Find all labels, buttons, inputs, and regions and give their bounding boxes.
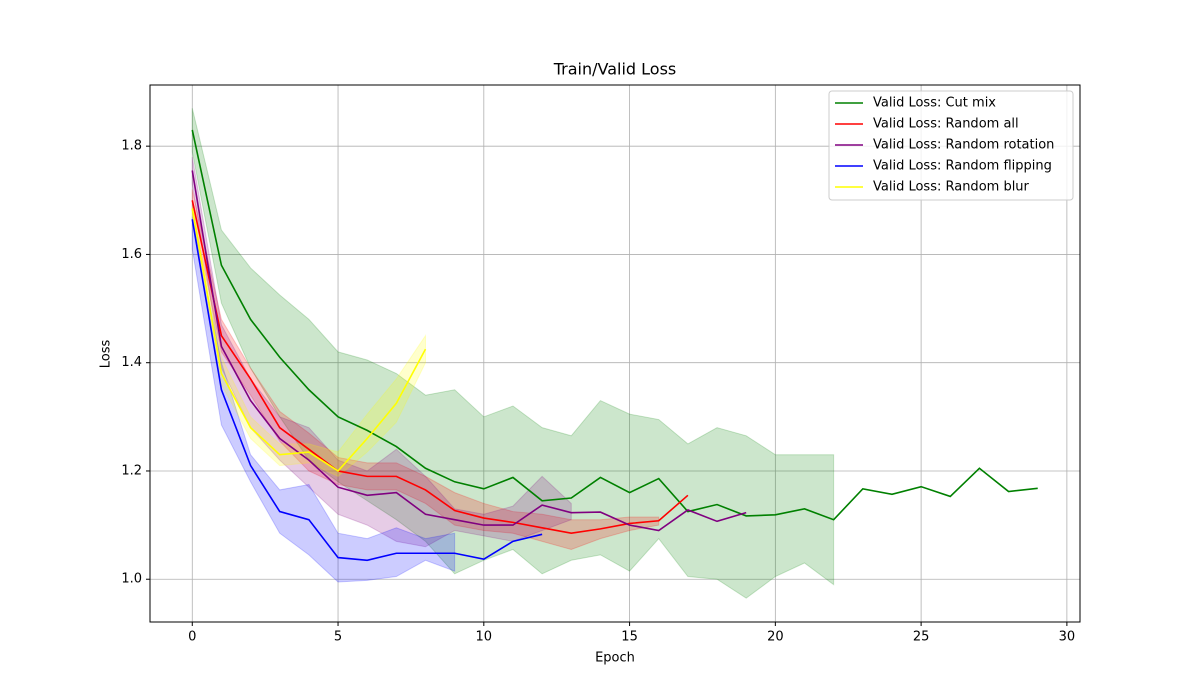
y-tick-label: 1.6 bbox=[121, 247, 142, 262]
plot-area bbox=[191, 108, 1038, 599]
y-axis-label: Loss bbox=[99, 340, 114, 369]
x-tick-label: 5 bbox=[334, 630, 342, 645]
x-tick-label: 15 bbox=[621, 630, 638, 645]
legend-label: Valid Loss: Random all bbox=[873, 117, 1019, 132]
x-tick-label: 25 bbox=[913, 630, 930, 645]
x-axis-label: Epoch bbox=[595, 651, 635, 666]
legend-label: Valid Loss: Random blur bbox=[873, 180, 1030, 195]
legend-label: Valid Loss: Random rotation bbox=[873, 138, 1054, 153]
x-tick-label: 10 bbox=[476, 630, 493, 645]
confidence-band bbox=[191, 108, 835, 599]
grid: 0 5 10 15 20 25 30 1.0 1.2 1.4 1.6 1.8 bbox=[121, 85, 1080, 645]
series-line bbox=[191, 219, 543, 562]
legend-box bbox=[828, 90, 1074, 201]
y-tick-label: 1.2 bbox=[121, 463, 142, 478]
x-tick-label: 30 bbox=[1059, 630, 1076, 645]
confidence-band bbox=[191, 216, 456, 583]
series-line bbox=[191, 200, 689, 535]
confidence-band bbox=[191, 156, 572, 548]
x-tick-label: 0 bbox=[188, 630, 196, 645]
legend-label: Valid Loss: Cut mix bbox=[873, 96, 996, 111]
confidence-band bbox=[191, 205, 427, 477]
y-tick-label: 1.8 bbox=[121, 139, 142, 154]
series-line bbox=[191, 208, 427, 473]
series-line bbox=[191, 170, 747, 532]
legend-label: Valid Loss: Random flipping bbox=[873, 159, 1052, 174]
y-tick-label: 1.0 bbox=[121, 572, 142, 587]
x-tick-label: 20 bbox=[767, 630, 784, 645]
series-line bbox=[191, 129, 1038, 521]
y-tick-label: 1.4 bbox=[121, 355, 142, 370]
legend: Valid Loss: Cut mix Valid Loss: Random al… bbox=[828, 90, 1074, 201]
axes-frame bbox=[149, 84, 1081, 623]
chart-title: Train/Valid Loss bbox=[553, 60, 677, 79]
